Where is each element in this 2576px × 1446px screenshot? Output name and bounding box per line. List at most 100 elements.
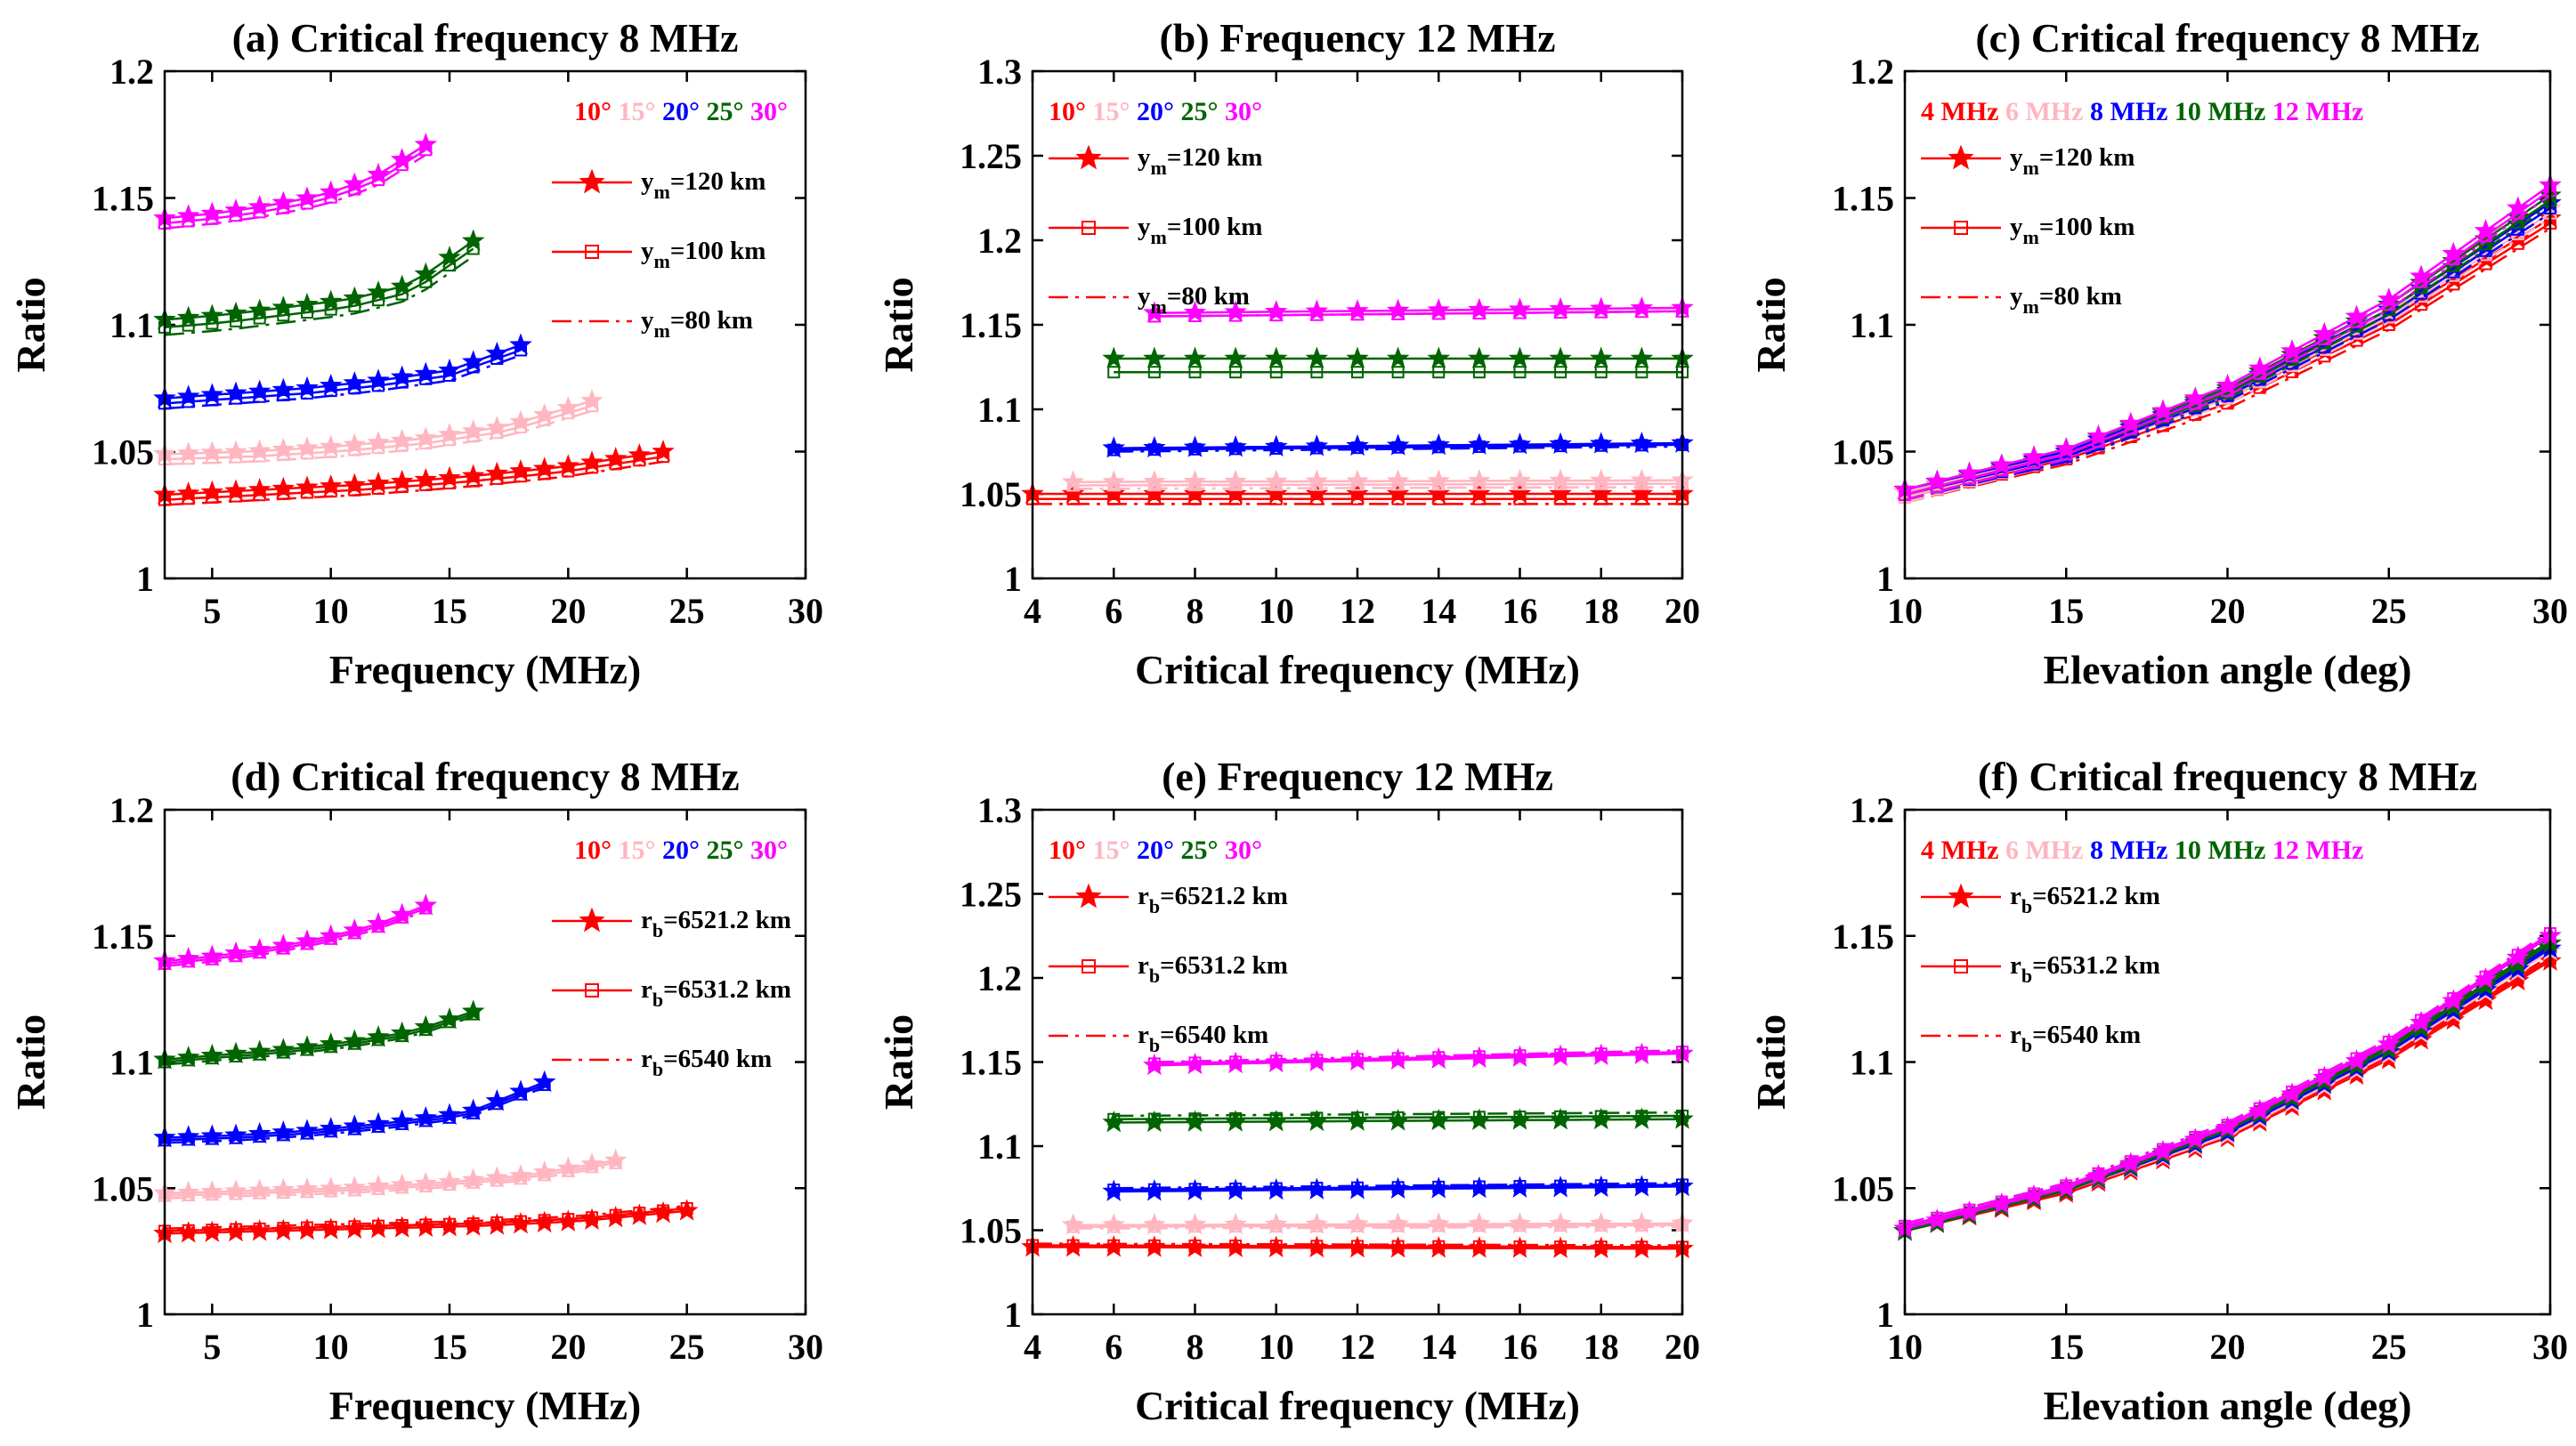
data-point-square — [230, 392, 242, 405]
x-tick-label: 5 — [203, 1327, 221, 1367]
data-point-square — [514, 420, 527, 433]
data-point-star — [319, 289, 343, 311]
chart-panel-5: (e) Frequency 12 MHz 1 1.05 1.1 1.15 1.2 1.25 1… — [876, 754, 1700, 1428]
series-3-line-square — [1114, 1183, 1683, 1192]
color-legend-item: 8 MHz — [2083, 97, 2167, 126]
data-point-square — [538, 1078, 551, 1092]
series-2-line-dashdot — [164, 409, 593, 466]
data-point-square — [324, 1125, 337, 1138]
data-point-star — [1427, 432, 1451, 456]
y-tick-label: 1.1 — [977, 1127, 1022, 1167]
data-point-star — [1549, 346, 1572, 368]
legend-label: rb=6540 km — [641, 1045, 772, 1080]
data-point-star — [1224, 346, 1247, 368]
data-point-square — [1391, 1052, 1405, 1065]
legend-label: rb=6521.2 km — [641, 906, 791, 941]
y-tick-label: 1.1 — [109, 305, 154, 345]
series-1-line-square — [164, 455, 664, 501]
data-point-square — [1554, 1110, 1567, 1123]
y-tick-label: 1 — [136, 559, 154, 599]
data-point-square — [466, 1007, 480, 1021]
x-tick-label: 15 — [432, 591, 467, 631]
data-point-square — [1472, 1240, 1486, 1253]
data-point-square — [277, 1046, 290, 1059]
data-point-square — [657, 1204, 669, 1217]
x-axis-label: Critical frequency (MHz) — [1135, 1383, 1580, 1428]
data-point-square — [253, 390, 266, 403]
data-point-square — [1432, 1111, 1446, 1124]
legend-label: ym=80 km — [2010, 282, 2122, 318]
axes-frame — [1031, 69, 1684, 580]
color-legend-item: 25° — [1174, 97, 1219, 126]
data-point-square — [395, 910, 409, 924]
data-point-square — [586, 400, 598, 413]
data-point-square — [1635, 1110, 1648, 1123]
data-point-square — [419, 275, 433, 288]
data-point-square — [372, 294, 385, 307]
data-point-square — [1107, 1239, 1121, 1252]
legend-square-marker — [1081, 221, 1096, 235]
data-point-square — [1269, 1182, 1283, 1195]
data-point-star — [2410, 1010, 2433, 1033]
data-point-square — [1351, 441, 1364, 455]
y-tick-label: 1.05 — [92, 1168, 154, 1208]
series-1-line-dashdot — [164, 460, 664, 506]
data-point-square — [301, 1127, 313, 1140]
legend-label: ym=100 km — [1138, 213, 1262, 248]
color-legend-item: 20° — [656, 836, 701, 865]
color-legend-item: 25° — [700, 836, 744, 865]
data-point-square — [1147, 1239, 1161, 1252]
data-point-square — [2350, 315, 2363, 328]
x-tick-label: 14 — [1421, 591, 1456, 631]
data-point-square — [301, 305, 313, 319]
data-point-star — [1305, 346, 1329, 368]
x-tick-label: 16 — [1503, 1327, 1538, 1367]
data-point-square — [1066, 1220, 1080, 1233]
series-3-line-square — [164, 1083, 546, 1142]
data-point-square — [443, 1178, 456, 1192]
series-4-line-square — [164, 247, 474, 329]
data-point-star — [1346, 299, 1369, 321]
data-point-square — [1229, 478, 1243, 491]
color-legend-item: 30° — [1219, 97, 1263, 126]
data-point-square — [466, 1175, 480, 1189]
color-legend-item: 20° — [1130, 97, 1175, 126]
legend-label: ym=100 km — [2010, 213, 2135, 248]
data-point-star — [1386, 1212, 1410, 1234]
y-tick-label: 1 — [1004, 1295, 1022, 1335]
data-point-square — [395, 158, 409, 172]
x-tick-label: 6 — [1105, 1327, 1122, 1367]
color-legend-item: 10° — [1049, 97, 1086, 126]
y-axis-label: Ratio — [1748, 1014, 1794, 1110]
x-tick-label: 8 — [1187, 591, 1204, 631]
data-point-star — [1346, 433, 1369, 456]
data-point-square — [182, 1189, 195, 1202]
color-legend-item: 10 MHz — [2167, 97, 2265, 126]
series-4-line-star — [1904, 194, 2551, 491]
data-point-square — [1472, 492, 1486, 505]
data-point-square — [1635, 477, 1648, 490]
y-tick-label: 1.2 — [977, 221, 1022, 261]
data-point-star — [2474, 967, 2498, 990]
data-point-star — [296, 1119, 319, 1141]
legend: 4 MHz 6 MHz 8 MHz 10 MHz 12 MHz rb=6521.2… — [1921, 836, 2363, 1056]
data-point-square — [443, 369, 456, 382]
color-legend-item: 4 MHz — [1921, 97, 1998, 126]
data-point-square — [1229, 442, 1243, 456]
series-3-line-dashdot — [164, 1086, 546, 1144]
x-tick-label: 20 — [2210, 591, 2246, 631]
data-point-star — [390, 274, 414, 296]
data-point-square — [443, 476, 456, 489]
data-point-square — [182, 492, 195, 505]
data-point-square — [1432, 1180, 1446, 1193]
data-point-square — [1432, 366, 1446, 379]
x-tick-label: 25 — [669, 1327, 705, 1367]
data-point-star — [2086, 1164, 2110, 1186]
data-point-star — [1549, 296, 1572, 319]
data-point-star — [247, 298, 271, 320]
data-point-square — [372, 1119, 385, 1133]
series-3-line-dashdot — [1904, 942, 2551, 1228]
y-axis-label: Ratio — [1748, 277, 1794, 372]
x-axis-label: Elevation angle (deg) — [2044, 1383, 2412, 1428]
data-point-star — [1102, 1213, 1126, 1235]
